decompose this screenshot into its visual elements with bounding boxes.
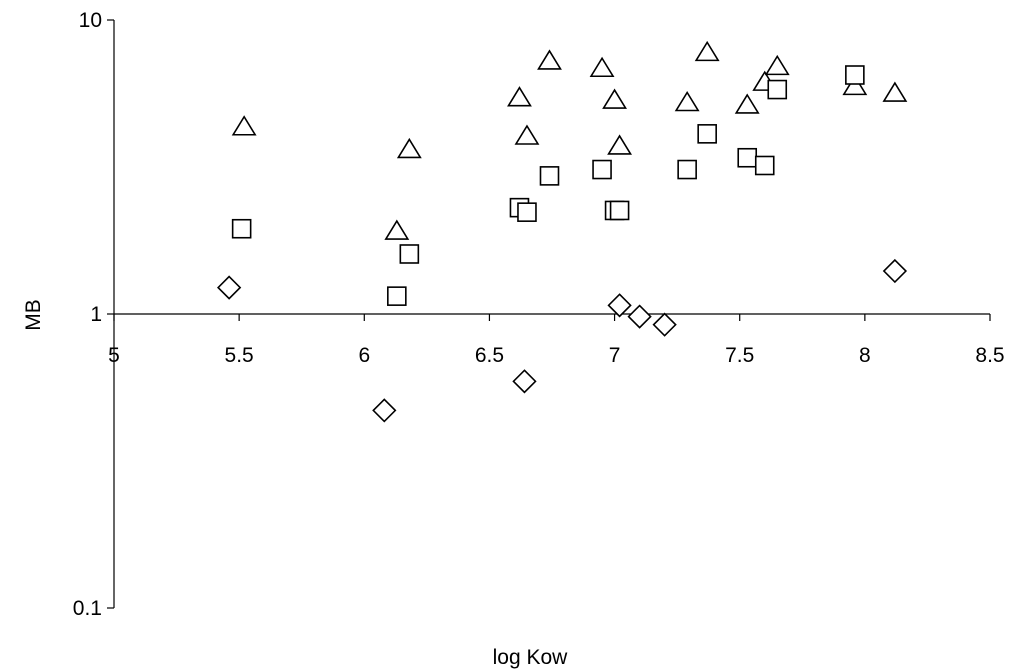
square-point	[609, 200, 630, 221]
y-tick-labels: 0.1 1 10	[73, 9, 102, 620]
square-point	[697, 124, 717, 144]
x-tick-label: 7	[609, 344, 621, 367]
x-tick-label: 5.5	[225, 344, 254, 367]
triangle-point	[764, 54, 790, 76]
triangle-point	[694, 40, 720, 62]
square-point	[737, 147, 758, 168]
square-point	[231, 218, 252, 239]
triangle-point	[734, 93, 760, 114]
triangle-point	[674, 90, 700, 112]
x-tick-label: 5	[108, 344, 120, 367]
triangle-point	[589, 56, 615, 78]
square-point	[767, 79, 788, 100]
x-axis-title: log Kow	[493, 646, 569, 669]
square-point	[539, 166, 560, 186]
triangle-point	[882, 81, 908, 102]
triangle-point	[607, 134, 633, 155]
triangle-point	[396, 137, 422, 159]
axes	[107, 19, 991, 609]
x-tick-label: 8	[859, 344, 871, 367]
diamond-point	[607, 293, 632, 318]
data-points	[217, 40, 908, 423]
y-tick-label: 1	[90, 303, 102, 326]
x-tick-label: 7.5	[725, 344, 754, 367]
square-point	[592, 159, 612, 180]
x-tick-label: 6	[358, 344, 370, 367]
triangle-point	[842, 74, 868, 96]
square-point	[754, 155, 775, 176]
x-tick-label: 6.5	[475, 344, 504, 367]
square-point	[845, 65, 865, 85]
triangle-point	[507, 86, 532, 107]
diamond-point	[372, 398, 397, 423]
triangle-point	[537, 49, 562, 70]
x-tick-label: 8.5	[975, 344, 1004, 367]
diamond-point	[652, 312, 677, 337]
diamond-point	[882, 258, 908, 284]
square-point	[387, 286, 407, 306]
triangle-point	[514, 124, 540, 145]
y-tick-label: 10	[79, 9, 102, 32]
triangle-point	[602, 88, 627, 109]
square-point	[517, 202, 537, 222]
square-point	[677, 159, 697, 180]
triangle-point	[231, 115, 257, 136]
x-tick-labels: 5 5.5 6 6.5 7 7.5 8 8.5	[108, 344, 1004, 367]
y-tick-label: 0.1	[73, 597, 102, 620]
square-point	[399, 244, 420, 264]
diamond-point	[217, 275, 242, 300]
diamond-point	[512, 369, 537, 394]
y-axis-title: MB	[22, 299, 45, 331]
triangle-point	[384, 219, 410, 240]
diamond-point	[627, 304, 652, 329]
